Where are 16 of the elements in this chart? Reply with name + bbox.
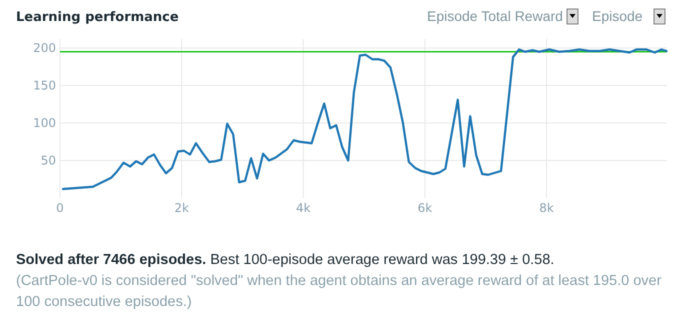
y-tick-label: 50 <box>40 154 56 168</box>
text: (CartPole-v0 is considered "solved" when the agent obtains an average reward of at least 195.0 over 100 consecutive episodes.) <box>16 272 662 312</box>
x-tick-label: 0 <box>56 201 64 215</box>
text: Episode <box>592 8 643 24</box>
text: Best 100-episode average reward was 199.39 ± 0.58. <box>210 252 554 268</box>
y-tick-label: 100 <box>33 116 56 130</box>
x-tick-label: 8k <box>539 201 554 215</box>
y-tick-label: 200 <box>33 41 56 55</box>
x-tick-label: 2k <box>174 201 189 215</box>
y-tick-label: 150 <box>33 78 56 92</box>
x-tick-label: 6k <box>418 201 432 215</box>
text: Solved after 7466 episodes. <box>16 252 206 268</box>
line-series <box>62 48 668 190</box>
chart-title: Learning performance <box>16 10 179 25</box>
x-tick-label: 4k <box>296 201 311 215</box>
text: Episode Total Reward <box>427 8 563 24</box>
